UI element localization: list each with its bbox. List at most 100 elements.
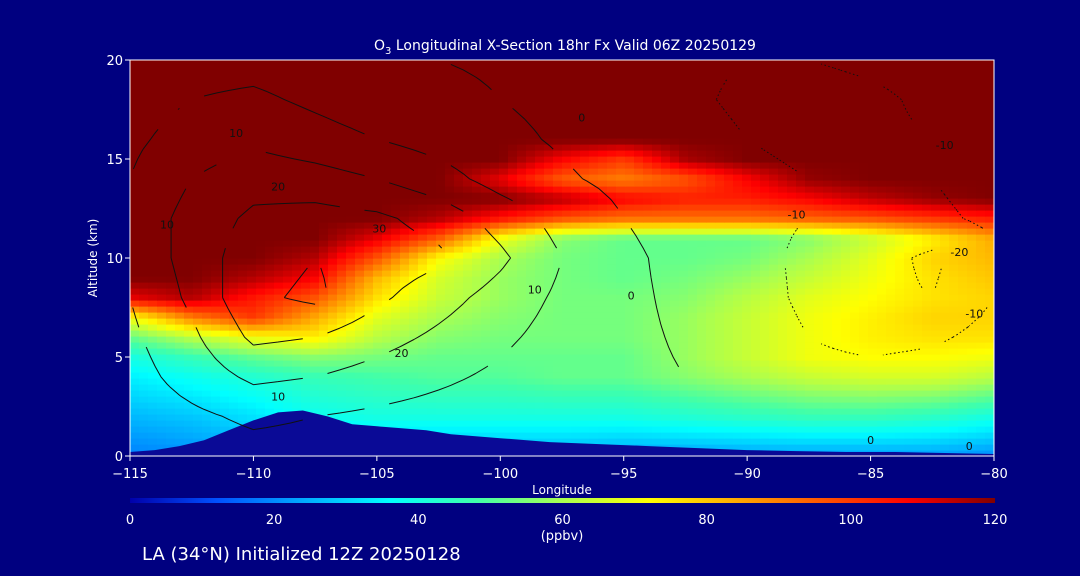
heatmap-cell: [319, 408, 329, 415]
heatmap-cell: [346, 312, 356, 319]
heatmap-cell: [328, 342, 338, 349]
heatmap-cell: [931, 246, 941, 253]
heatmap-cell: [481, 264, 491, 271]
heatmap-cell: [301, 222, 311, 229]
heatmap-cell: [643, 354, 653, 361]
heatmap-cell: [733, 264, 743, 271]
heatmap-cell: [949, 204, 959, 211]
heatmap-cell: [490, 426, 500, 433]
heatmap-cell: [490, 324, 500, 331]
heatmap-cell: [643, 252, 653, 259]
heatmap-cell: [706, 420, 716, 427]
heatmap-cell: [670, 372, 680, 379]
heatmap-cell: [184, 156, 194, 163]
heatmap-cell: [481, 240, 491, 247]
heatmap-cell: [364, 246, 374, 253]
heatmap-cell: [634, 372, 644, 379]
heatmap-cell: [868, 210, 878, 217]
heatmap-cell: [670, 222, 680, 229]
heatmap-cell: [913, 216, 923, 223]
heatmap-cell: [490, 234, 500, 241]
heatmap-cell: [589, 312, 599, 319]
heatmap-cell: [886, 330, 896, 337]
heatmap-cell: [949, 426, 959, 433]
heatmap-cell: [607, 348, 617, 355]
heatmap-cell: [517, 216, 527, 223]
heatmap-cell: [733, 432, 743, 439]
heatmap-cell: [886, 354, 896, 361]
heatmap-cell: [220, 294, 230, 301]
heatmap-cell: [526, 246, 536, 253]
heatmap-cell: [256, 294, 266, 301]
heatmap-cell: [607, 426, 617, 433]
heatmap-cell: [787, 300, 797, 307]
heatmap-cell: [256, 390, 266, 397]
heatmap-cell: [265, 330, 275, 337]
heatmap-cell: [625, 300, 635, 307]
heatmap-cell: [778, 246, 788, 253]
heatmap-cell: [202, 336, 212, 343]
heatmap-cell: [328, 240, 338, 247]
heatmap-cell: [868, 354, 878, 361]
heatmap-cell: [814, 408, 824, 415]
heatmap-cell: [445, 168, 455, 175]
heatmap-cell: [337, 210, 347, 217]
heatmap-cell: [652, 204, 662, 211]
heatmap-cell: [976, 438, 986, 445]
heatmap-cell: [940, 246, 950, 253]
heatmap-cell: [886, 306, 896, 313]
heatmap-cell: [238, 150, 248, 157]
heatmap-cell: [634, 348, 644, 355]
heatmap-cell: [571, 300, 581, 307]
heatmap-cell: [184, 372, 194, 379]
heatmap-cell: [400, 390, 410, 397]
heatmap-cell: [463, 306, 473, 313]
heatmap-cell: [265, 306, 275, 313]
heatmap-cell: [553, 216, 563, 223]
heatmap-cell: [202, 396, 212, 403]
heatmap-cell: [256, 414, 266, 421]
heatmap-cell: [148, 420, 158, 427]
heatmap-cell: [310, 162, 320, 169]
heatmap-cell: [814, 246, 824, 253]
heatmap-cell: [796, 324, 806, 331]
heatmap-cell: [202, 186, 212, 193]
heatmap-cell: [940, 168, 950, 175]
heatmap-cell: [535, 300, 545, 307]
heatmap-cell: [463, 156, 473, 163]
heatmap-cell: [553, 390, 563, 397]
heatmap-cell: [769, 234, 779, 241]
heatmap-cell: [256, 402, 266, 409]
heatmap-cell: [301, 330, 311, 337]
heatmap-cell: [760, 294, 770, 301]
heatmap-cell: [787, 258, 797, 265]
heatmap-cell: [265, 264, 275, 271]
heatmap-cell: [679, 390, 689, 397]
heatmap-cell: [364, 174, 374, 181]
heatmap-cell: [382, 162, 392, 169]
heatmap-cell: [310, 336, 320, 343]
heatmap-cell: [787, 342, 797, 349]
heatmap-cell: [778, 426, 788, 433]
heatmap-cell: [319, 300, 329, 307]
heatmap-cell: [418, 408, 428, 415]
heatmap-cell: [688, 180, 698, 187]
heatmap-cell: [364, 198, 374, 205]
heatmap-cell: [607, 162, 617, 169]
heatmap-cell: [985, 450, 994, 456]
heatmap-cell: [445, 294, 455, 301]
heatmap-cell: [634, 234, 644, 241]
heatmap-cell: [625, 402, 635, 409]
heatmap-cell: [904, 288, 914, 295]
heatmap-cell: [580, 276, 590, 283]
heatmap-cell: [832, 198, 842, 205]
heatmap-cell: [499, 222, 509, 229]
heatmap-cell: [310, 396, 320, 403]
heatmap-cell: [283, 264, 293, 271]
heatmap-cell: [535, 372, 545, 379]
heatmap-cell: [445, 372, 455, 379]
heatmap-cell: [931, 228, 941, 235]
heatmap-cell: [508, 294, 518, 301]
heatmap-cell: [850, 282, 860, 289]
heatmap-cell: [175, 156, 185, 163]
